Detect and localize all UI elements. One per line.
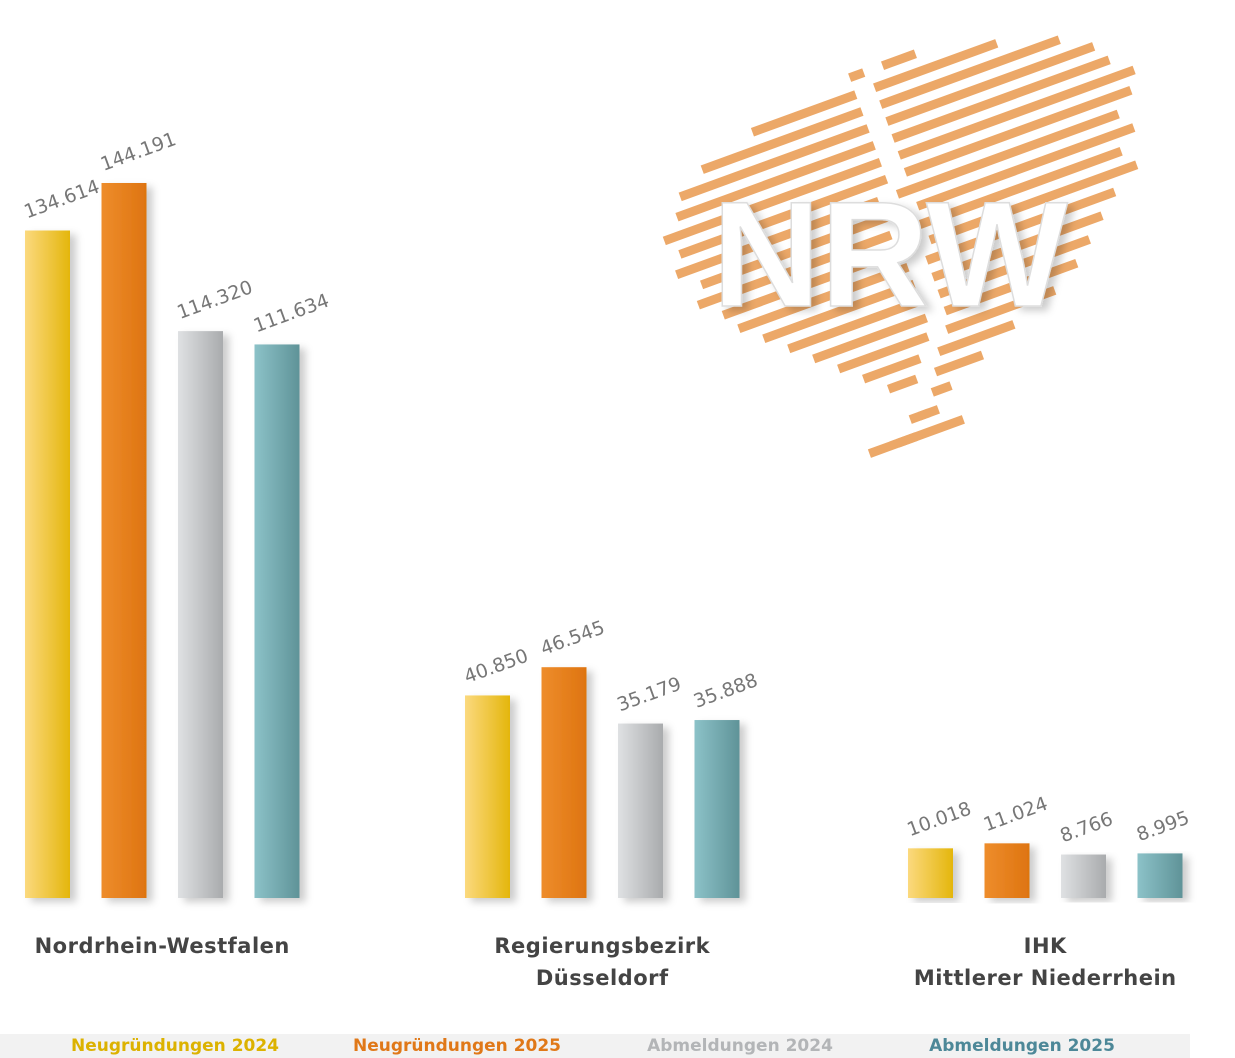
logo-text: NRW	[712, 170, 1068, 338]
nrw-logo	[662, 35, 1139, 458]
legend-band	[0, 1034, 1190, 1058]
logo-stripe	[879, 35, 1061, 109]
value-label: 40.850	[461, 645, 531, 688]
category-label: Nordrhein-Westfalen	[34, 934, 290, 958]
value-label: 8.766	[1057, 808, 1116, 847]
logo-stripe	[945, 286, 1057, 334]
logo-stripe	[678, 124, 870, 202]
logo-stripe	[700, 208, 901, 290]
value-label: 114.320	[174, 276, 255, 324]
bar	[541, 667, 587, 898]
value-label: 144.191	[98, 128, 179, 176]
category-label: IHK Mittlerer Niederrhein	[913, 934, 1177, 990]
bar	[908, 848, 953, 898]
logo-stripe	[931, 211, 1104, 282]
logo-stripe	[750, 90, 858, 137]
value-label: 35.179	[614, 673, 684, 716]
logo-stripe	[737, 262, 910, 333]
logo-stripe	[943, 258, 1079, 316]
bar	[694, 720, 740, 898]
logo-stripe	[675, 141, 876, 222]
bar	[984, 843, 1030, 898]
logo-stripe	[675, 196, 881, 279]
bar	[1061, 854, 1106, 898]
bar	[1137, 853, 1183, 898]
logo-stripe	[895, 109, 1120, 199]
logo-stripe	[848, 68, 866, 82]
value-label: 134.614	[21, 176, 102, 224]
bar	[25, 230, 70, 898]
legend-entry: Abmeldungen 2024	[647, 1036, 833, 1056]
bar	[618, 723, 663, 898]
logo-stripe	[930, 381, 953, 397]
value-label: 35.888	[691, 669, 761, 712]
logo-stripe	[812, 313, 928, 364]
logo-stripe	[787, 296, 922, 354]
bar	[178, 331, 223, 898]
logo-stripe	[918, 408, 931, 421]
logo-stripe	[880, 49, 917, 70]
value-label: 11.024	[981, 793, 1051, 836]
logo-stripe	[862, 354, 922, 384]
bar	[465, 695, 510, 898]
logo-stripe	[885, 42, 1096, 126]
value-label: 10.018	[904, 798, 974, 841]
logo-stripe	[903, 86, 1133, 177]
value-label: 8.995	[1134, 807, 1193, 846]
logo-stripe	[867, 432, 918, 458]
logo-stripe	[928, 160, 1139, 245]
logo-stripe	[873, 39, 999, 92]
logo-stripe	[721, 242, 913, 320]
logo-stripe	[696, 230, 893, 310]
logo-stripe	[937, 235, 1091, 299]
logo-stripe	[837, 332, 930, 374]
logo-stripe	[891, 55, 1111, 143]
bar	[254, 344, 300, 898]
category-label: Regierungsbezirk Düsseldorf	[494, 934, 711, 990]
value-label: 46.545	[538, 616, 608, 659]
logo-stripe	[897, 65, 1136, 160]
logo-stripe	[937, 320, 1016, 356]
logo-stripe	[662, 158, 882, 246]
logo-stripe	[916, 123, 1136, 211]
legend-entry: Neugründungen 2025	[352, 1036, 562, 1056]
logo-stripe	[908, 147, 1123, 233]
logo-stripe	[678, 174, 889, 259]
logo-stripe	[700, 107, 864, 174]
logo-stripe	[762, 279, 916, 344]
logo-stripe	[933, 350, 985, 377]
bar	[101, 183, 147, 898]
logo-stripe	[925, 187, 1117, 265]
legend-entry: Abmeldungen 2025	[929, 1036, 1115, 1056]
legend-entry: Neugründungen 2024	[70, 1036, 280, 1056]
value-label: 111.634	[251, 290, 332, 338]
logo-stripe	[886, 374, 919, 394]
